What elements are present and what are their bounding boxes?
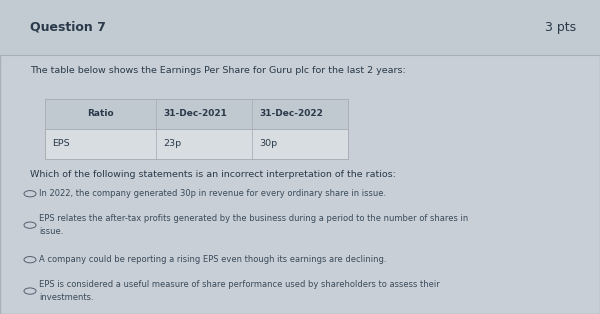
Text: The table below shows the Earnings Per Share for Guru plc for the last 2 years:: The table below shows the Earnings Per S…: [30, 66, 406, 75]
Text: Question 7: Question 7: [30, 21, 106, 34]
FancyBboxPatch shape: [45, 129, 348, 159]
FancyBboxPatch shape: [45, 99, 348, 129]
Text: 23p: 23p: [163, 139, 181, 148]
Text: In 2022, the company generated 30p in revenue for every ordinary share in issue.: In 2022, the company generated 30p in re…: [39, 189, 386, 198]
Text: 31-Dec-2022: 31-Dec-2022: [259, 109, 323, 118]
FancyBboxPatch shape: [0, 0, 600, 55]
Text: 31-Dec-2021: 31-Dec-2021: [163, 109, 227, 118]
Text: A company could be reporting a rising EPS even though its earnings are declining: A company could be reporting a rising EP…: [39, 255, 386, 264]
Text: 3 pts: 3 pts: [545, 21, 576, 34]
Text: 30p: 30p: [259, 139, 277, 148]
Text: EPS: EPS: [52, 139, 70, 148]
Text: Which of the following statements is an incorrect interpretation of the ratios:: Which of the following statements is an …: [30, 170, 396, 179]
Text: EPS is considered a useful measure of share performance used by shareholders to : EPS is considered a useful measure of sh…: [39, 280, 440, 302]
Text: EPS relates the after-tax profits generated by the business during a period to t: EPS relates the after-tax profits genera…: [39, 214, 468, 236]
Text: Ratio: Ratio: [87, 109, 114, 118]
